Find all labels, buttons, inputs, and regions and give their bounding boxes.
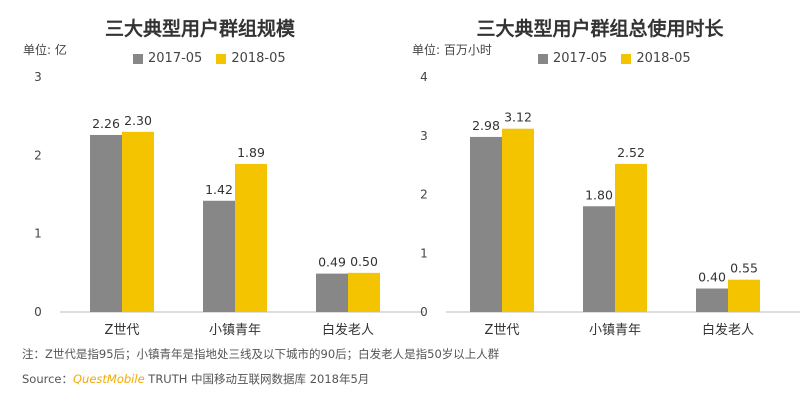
legend-item-2018: 2018-05 [621,51,691,66]
data-label: 0.50 [350,254,378,269]
unit-label: 单位: 百万小时 [412,43,492,57]
bar-2017-05-2 [316,273,348,312]
y-tick-label: 0 [420,305,428,319]
bar-2017-05-0 [90,134,122,312]
legend-item-2018: 2018-05 [216,51,286,66]
chart-panel-size: 三大典型用户群组规模 单位: 亿 2017-05 2018-05 0 1 2 3 2.2… [0,0,424,340]
source-rest: TRUTH 中国移动互联网数据库 2018年5月 [144,372,370,386]
legend-label-2017: 2017-05 [553,51,608,66]
bar-chart-size: 0 1 2 3 2.26 2.30 Z世代 1.42 1.89 小镇青年 0.49 0.50 白发老人 [34,70,424,338]
y-tick-label: 1 [34,227,42,241]
source-prefix: Source： [22,372,73,386]
y-tick-label: 3 [420,129,428,143]
chart-title: 三大典型用户群组总使用时长 [476,18,724,40]
bar-2017-05-1 [583,206,615,312]
data-label: 1.42 [205,182,233,197]
legend-label-2017: 2017-05 [148,51,203,66]
y-tick-label: 2 [34,148,42,162]
data-label: 1.89 [237,145,265,160]
data-label: 2.98 [472,118,500,133]
x-tick-label: 白发老人 [322,322,374,338]
data-label: 2.26 [92,116,120,131]
chart-panel-duration: 三大典型用户群组总使用时长 单位: 百万小时 2017-05 2018-05 0… [400,0,800,340]
bar-2018-05-2 [728,279,760,312]
legend-label-2018: 2018-05 [636,51,691,66]
y-tick-label: 3 [34,70,42,84]
data-label: 1.80 [585,187,613,202]
data-label: 0.40 [698,270,726,285]
x-tick-label: 小镇青年 [209,323,261,338]
bar-chart-duration: 0 1 2 3 4 2.98 3.12 Z世代 1.80 2.52 小镇青年 0.40 0.55 白发老人 [420,70,800,338]
legend: 2017-05 2018-05 [538,51,705,66]
y-tick-label: 0 [34,305,42,319]
x-tick-label: Z世代 [485,323,520,338]
source-line: Source：QuestMobile TRUTH 中国移动互联网数据库 2018… [22,371,369,387]
y-tick-label: 1 [420,246,428,260]
x-tick-label: 小镇青年 [589,323,641,338]
bar-2018-05-1 [615,163,647,312]
legend-swatch-2018 [216,53,227,64]
bar-2018-05-1 [235,163,267,312]
legend: 2017-05 2018-05 [133,51,300,66]
data-label: 2.30 [124,113,152,128]
x-tick-label: Z世代 [105,323,140,338]
bar-2017-05-0 [470,136,502,312]
x-tick-label: 白发老人 [702,322,754,338]
y-tick-label: 2 [420,188,428,202]
legend-item-2017: 2017-05 [133,51,202,66]
bar-2018-05-0 [502,128,534,312]
bar-2018-05-0 [122,131,154,312]
y-tick-label: 4 [420,70,428,84]
legend-item-2017: 2017-05 [538,51,607,66]
legend-swatch-2018 [621,53,632,64]
data-label: 3.12 [504,110,532,125]
bar-2017-05-1 [203,200,235,312]
legend-label-2018: 2018-05 [231,51,286,66]
bar-2018-05-2 [348,272,380,312]
data-label: 0.49 [318,255,346,270]
chart-title: 三大典型用户群组规模 [104,18,295,40]
data-label: 0.55 [730,261,758,276]
data-label: 2.52 [617,145,645,160]
bar-2017-05-2 [696,288,728,312]
unit-label: 单位: 亿 [23,43,67,57]
legend-swatch-2017 [538,53,548,64]
legend-swatch-2017 [133,53,143,64]
footnote: 注：Z世代是指95后；小镇青年是指地处三线及以下城市的90后；白发老人是指50岁… [22,347,500,361]
source-brand: QuestMobile [73,372,145,386]
